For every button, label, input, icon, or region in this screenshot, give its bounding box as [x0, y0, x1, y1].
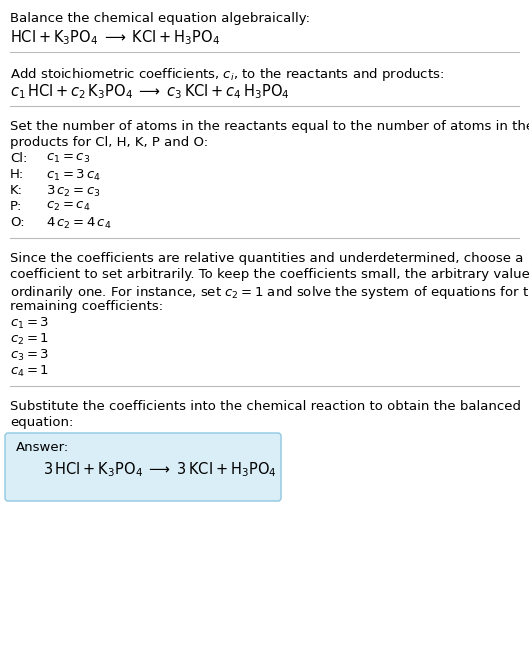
Text: K:: K: — [10, 184, 23, 197]
Text: equation:: equation: — [10, 416, 74, 429]
Text: $c_3 = 3$: $c_3 = 3$ — [10, 348, 49, 363]
Text: Since the coefficients are relative quantities and underdetermined, choose a: Since the coefficients are relative quan… — [10, 252, 523, 265]
Text: P:: P: — [10, 200, 22, 213]
Text: remaining coefficients:: remaining coefficients: — [10, 300, 163, 313]
Text: $4\,c_2 = 4\,c_4$: $4\,c_2 = 4\,c_4$ — [46, 216, 112, 231]
Text: Cl:: Cl: — [10, 152, 28, 165]
Text: coefficient to set arbitrarily. To keep the coefficients small, the arbitrary va: coefficient to set arbitrarily. To keep … — [10, 268, 529, 281]
Text: $c_2 = c_4$: $c_2 = c_4$ — [46, 200, 90, 213]
Text: products for Cl, H, K, P and O:: products for Cl, H, K, P and O: — [10, 136, 208, 149]
Text: O:: O: — [10, 216, 25, 229]
Text: $c_1 = c_3$: $c_1 = c_3$ — [46, 152, 90, 165]
Text: Answer:: Answer: — [16, 441, 69, 454]
Text: $3\,c_2 = c_3$: $3\,c_2 = c_3$ — [46, 184, 101, 199]
FancyBboxPatch shape — [5, 433, 281, 501]
Text: Substitute the coefficients into the chemical reaction to obtain the balanced: Substitute the coefficients into the che… — [10, 400, 521, 413]
Text: Add stoichiometric coefficients, $c_i$, to the reactants and products:: Add stoichiometric coefficients, $c_i$, … — [10, 66, 444, 83]
Text: H:: H: — [10, 168, 24, 181]
Text: $c_1 = 3\,c_4$: $c_1 = 3\,c_4$ — [46, 168, 101, 183]
Text: ordinarily one. For instance, set $c_2 = 1$ and solve the system of equations fo: ordinarily one. For instance, set $c_2 =… — [10, 284, 529, 301]
Text: Set the number of atoms in the reactants equal to the number of atoms in the: Set the number of atoms in the reactants… — [10, 120, 529, 133]
Text: $c_2 = 1$: $c_2 = 1$ — [10, 332, 49, 347]
Text: $c_1 = 3$: $c_1 = 3$ — [10, 316, 49, 331]
Text: Balance the chemical equation algebraically:: Balance the chemical equation algebraica… — [10, 12, 310, 25]
Text: $c_4 = 1$: $c_4 = 1$ — [10, 364, 49, 379]
Text: $\mathrm{HCl + K_3PO_4 \;\longrightarrow\; KCl + H_3PO_4}$: $\mathrm{HCl + K_3PO_4 \;\longrightarrow… — [10, 28, 220, 47]
Text: $c_1\,\mathrm{HCl} + c_2\,\mathrm{K_3PO_4} \;\longrightarrow\; c_3\,\mathrm{KCl}: $c_1\,\mathrm{HCl} + c_2\,\mathrm{K_3PO_… — [10, 82, 290, 101]
Text: $3\,\mathrm{HCl} + \mathrm{K_3PO_4} \;\longrightarrow\; 3\,\mathrm{KCl} + \mathr: $3\,\mathrm{HCl} + \mathrm{K_3PO_4} \;\l… — [43, 460, 277, 479]
